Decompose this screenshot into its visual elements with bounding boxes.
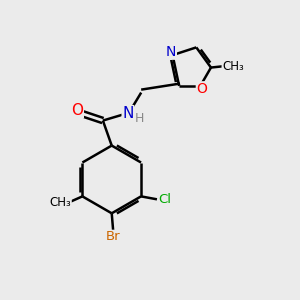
- Text: Cl: Cl: [159, 193, 172, 206]
- Text: O: O: [196, 82, 207, 96]
- Text: H: H: [134, 112, 144, 125]
- Text: CH₃: CH₃: [222, 60, 244, 73]
- Text: O: O: [71, 103, 83, 118]
- Text: Br: Br: [106, 230, 121, 243]
- Text: CH₃: CH₃: [50, 196, 71, 209]
- Text: N: N: [166, 45, 176, 59]
- Text: N: N: [122, 106, 134, 121]
